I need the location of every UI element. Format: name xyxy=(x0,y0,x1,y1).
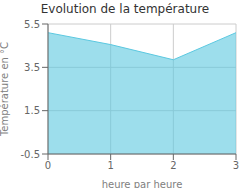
svg-text:heure par heure: heure par heure xyxy=(102,179,183,188)
svg-text:-0.5: -0.5 xyxy=(20,149,40,160)
svg-text:1.5: 1.5 xyxy=(24,105,40,116)
svg-text:0: 0 xyxy=(45,160,51,171)
svg-text:2: 2 xyxy=(170,160,176,171)
svg-text:3.5: 3.5 xyxy=(24,62,40,73)
svg-text:Température en °C: Température en °C xyxy=(8,42,10,137)
html-text:Evolution de la température: Evolution de la température xyxy=(40,2,210,16)
svg-text:1: 1 xyxy=(107,160,113,171)
svg-text:5.5: 5.5 xyxy=(24,19,40,30)
svg-text:3: 3 xyxy=(233,160,239,171)
